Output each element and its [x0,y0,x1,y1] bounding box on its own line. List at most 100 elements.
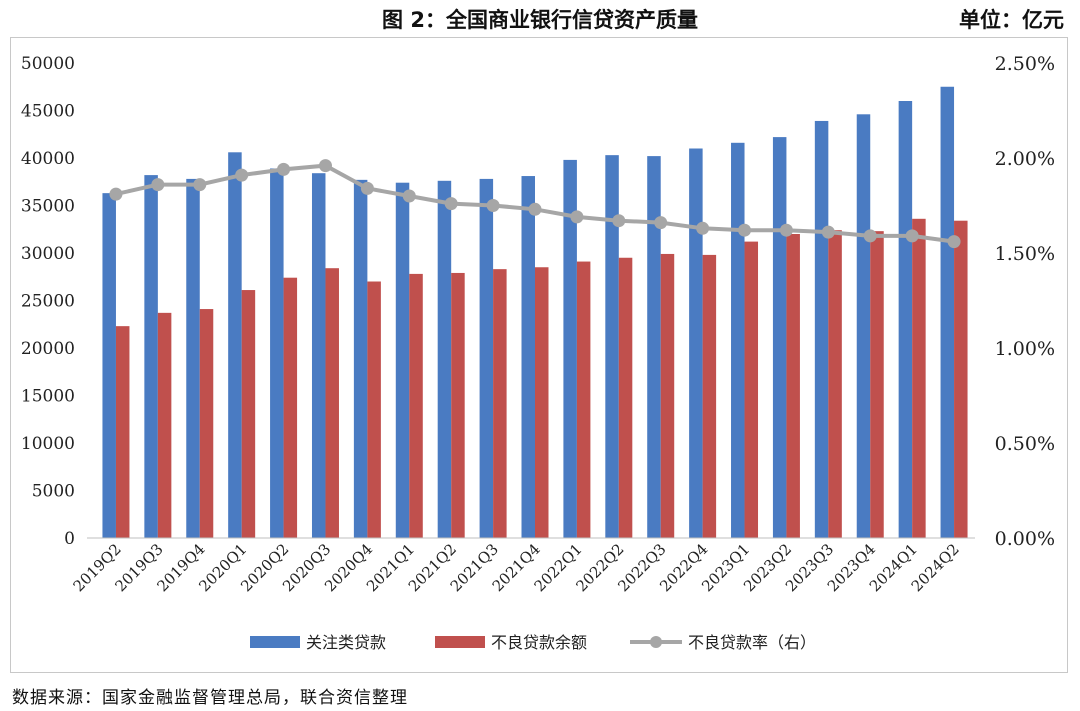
npl-ratio-point [486,199,500,212]
bar-attention-loans [270,168,284,538]
npl-ratio-point [570,210,584,224]
left-tick-label: 40000 [21,149,75,169]
left-axis-ticks: 0 5000 10000 15000 20000 25000 30000 35000 40000… [21,54,75,549]
left-tick-label: 50000 [21,54,75,74]
right-tick-label: 2.50% [995,53,1055,75]
left-tick-label: 25000 [21,292,75,312]
npl-ratio-point [402,189,416,203]
chart-title: 图 2：全国商业银行信贷资产质量 [382,8,698,32]
npl-ratio-point [528,202,542,216]
left-tick-label: 5000 [32,482,75,502]
left-tick-label: 30000 [21,244,75,264]
bar-npl-balance [828,230,842,538]
bar-npl-balance [451,272,465,538]
right-tick-label: 0.00% [995,528,1055,550]
bar-npl-balance [115,326,130,538]
bar-npl-balance [325,268,339,538]
bar-attention-loans [898,101,913,538]
legend-npl-balance: 不良贷款余额 [435,633,587,652]
legend-marker [650,636,662,648]
left-tick-label: 15000 [21,387,75,407]
bar-npl-balance [912,218,926,539]
left-tick-label: 20000 [21,339,75,359]
right-axis-ticks: 0.00% 0.50% 1.00% 1.50% 2.00% 2.50% [995,53,1055,550]
npl-ratio-point [109,187,123,201]
bar-attention-loans [689,148,703,538]
bar-npl-balance [744,241,759,538]
source-note: 数据来源：国家金融监督管理总局，联合资信整理 [12,688,408,708]
legend: 关注类贷款 不良贷款余额 不良贷款率（右） [250,633,816,652]
npl-ratio-point [360,181,374,195]
npl-ratio-point [863,229,877,243]
line-series [109,159,961,249]
npl-ratio-point [654,216,668,230]
bar-attention-loans [814,120,829,538]
bar-series [102,86,968,539]
right-tick-label: 1.50% [995,243,1055,265]
bar-npl-balance [409,273,423,538]
npl-ratio-point [738,223,752,237]
bar-attention-loans [521,176,535,539]
bar-attention-loans [605,155,619,538]
npl-ratio-point [193,178,207,192]
bar-attention-loans [102,193,116,538]
npl-ratio-point [277,162,291,176]
left-tick-label: 0 [64,529,75,549]
bar-npl-balance [870,231,884,538]
legend-npl-ratio: 不良贷款率（右） [630,633,816,652]
npl-ratio-point [151,178,165,192]
npl-ratio-point [235,168,249,182]
bar-npl-balance [367,281,381,538]
unit-label: 单位：亿元 [959,8,1064,32]
legend-attention-loans: 关注类贷款 [250,633,386,652]
bar-attention-loans [186,178,200,538]
bar-attention-loans [144,175,158,538]
left-tick-label: 10000 [21,434,75,454]
bar-attention-loans [437,180,452,539]
x-axis-ticks: 2019Q22019Q32019Q42020Q12020Q22020Q32020… [70,540,963,595]
npl-ratio-point [612,214,626,228]
legend-label: 不良贷款余额 [491,633,587,652]
bar-npl-balance [576,261,591,538]
bar-npl-balance [954,220,968,538]
bar-npl-balance [157,312,172,538]
bar-attention-loans [940,86,955,538]
bar-attention-loans [228,152,242,539]
bar-npl-balance [702,254,717,538]
legend-swatch [250,636,300,648]
bar-attention-loans [395,182,410,538]
bar-attention-loans [563,159,577,538]
bar-attention-loans [479,178,494,538]
legend-swatch [435,636,485,648]
right-tick-label: 1.00% [995,338,1055,360]
npl-ratio-point [905,229,919,243]
left-tick-label: 45000 [21,102,75,122]
npl-ratio-point [821,225,835,239]
bar-attention-loans [311,173,326,538]
bar-attention-loans [647,156,661,538]
bar-npl-balance [660,253,675,538]
bar-npl-balance [535,267,549,538]
legend-label: 不良贷款率（右） [688,633,816,652]
chart-frame [10,37,1068,673]
right-tick-label: 0.50% [995,433,1055,455]
bar-npl-balance [618,257,633,538]
npl-ratio-point [947,235,961,249]
bar-npl-balance [493,269,507,538]
bar-npl-balance [283,277,298,538]
bar-npl-balance [241,290,256,538]
left-tick-label: 35000 [21,197,75,217]
bar-attention-loans [731,142,745,539]
bar-npl-balance [199,309,214,538]
npl-ratio-point [318,159,332,173]
bar-attention-loans [772,137,787,538]
bar-npl-balance [786,234,800,538]
bar-attention-loans [856,114,871,539]
npl-ratio-point [696,221,710,235]
legend-label: 关注类贷款 [306,633,386,652]
bar-attention-loans [353,179,368,538]
right-tick-label: 2.00% [995,148,1055,170]
npl-ratio-point [444,197,458,211]
npl-ratio-point [779,223,793,237]
